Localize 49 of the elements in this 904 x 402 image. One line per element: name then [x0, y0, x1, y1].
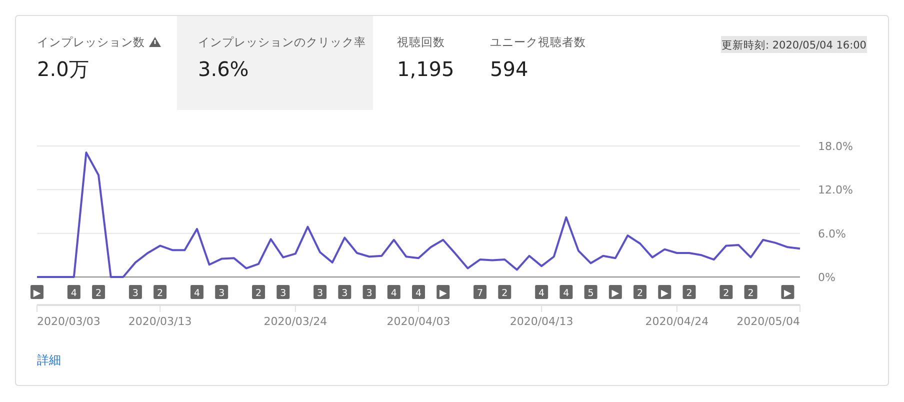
text: 詳細 [37, 353, 61, 367]
x-tick-label: 2020/04/24 [645, 315, 709, 328]
text: 3 [342, 288, 348, 299]
text: ▶ [784, 288, 792, 299]
x-tick-label: 2020/03/24 [264, 315, 328, 328]
text: 2 [157, 288, 164, 299]
text: 更新時刻: 2020/05/04 16:00 [722, 38, 866, 52]
text: ▶ [612, 288, 620, 299]
y-tick-label: 0% [818, 271, 836, 284]
x-tick-label: 2020/05/04 [736, 315, 800, 328]
y-tick-label: 18.0% [818, 140, 853, 153]
text: 4 [70, 288, 77, 299]
y-tick-label: 12.0% [818, 184, 853, 197]
text: ▶ [660, 288, 669, 299]
line-series [36, 152, 801, 278]
text: 3 [132, 288, 138, 299]
text: 3 [218, 288, 225, 299]
text: ▶ [439, 288, 448, 299]
text: 594 [490, 57, 528, 81]
text: 3.6% [198, 57, 249, 81]
text: 7 [477, 288, 484, 299]
text: 2.0万 [37, 57, 89, 81]
text: 2 [723, 288, 730, 299]
text: 1,195 [397, 57, 454, 81]
text: 5 [588, 288, 594, 299]
text: 2 [255, 288, 262, 299]
x-tick-label: 2020/04/03 [386, 315, 450, 328]
text: 2 [502, 288, 508, 299]
text: インプレッションのクリック率 [198, 35, 366, 49]
text: 2 [636, 288, 644, 299]
x-tick-label: 2020/04/13 [510, 315, 574, 328]
x-tick-label: 2020/03/13 [128, 315, 192, 328]
text: ▶ [33, 288, 42, 299]
text: 視聴回数 [397, 35, 445, 49]
y-tick-label: 6.0% [818, 227, 846, 240]
text: 2 [748, 288, 754, 299]
text: ユニーク視聴者数 [490, 35, 586, 49]
text: 4 [390, 288, 397, 299]
text: 4 [415, 288, 422, 299]
text: 3 [280, 288, 286, 299]
text: インプレッション数 [37, 35, 145, 49]
text: 2 [686, 288, 692, 299]
text: 3 [366, 288, 372, 299]
text: 2 [96, 288, 102, 299]
text: 3 [317, 288, 324, 299]
text: 4 [563, 288, 570, 299]
text: 4 [538, 288, 545, 299]
x-tick-label: 2020/03/03 [37, 315, 100, 328]
text: 4 [194, 288, 200, 299]
